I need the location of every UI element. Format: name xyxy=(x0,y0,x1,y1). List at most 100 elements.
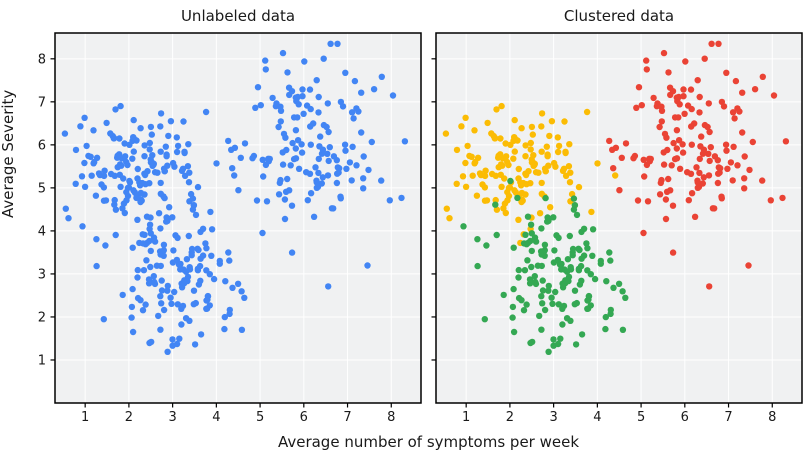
data-point-unlabeled xyxy=(325,128,332,136)
data-point-unlabeled xyxy=(174,142,182,150)
data-point-unlabeled xyxy=(221,325,228,333)
data-point-cluster-red xyxy=(688,141,695,148)
data-point-unlabeled xyxy=(140,267,148,274)
axes-background xyxy=(436,33,802,403)
data-point-cluster-green xyxy=(515,294,523,302)
data-point-unlabeled xyxy=(334,40,341,47)
data-point-unlabeled xyxy=(141,191,148,198)
data-point-unlabeled xyxy=(279,49,287,57)
data-point-unlabeled xyxy=(165,132,172,140)
data-point-cluster-green xyxy=(552,288,559,296)
data-point-cluster-green xyxy=(532,238,540,245)
data-point-cluster-yellow xyxy=(532,169,540,176)
data-point-unlabeled xyxy=(262,66,269,73)
data-point-unlabeled xyxy=(317,133,324,140)
data-point-unlabeled xyxy=(315,169,322,177)
data-point-unlabeled xyxy=(145,276,153,283)
data-point-unlabeled xyxy=(192,211,200,219)
data-point-cluster-green xyxy=(538,293,545,300)
data-point-unlabeled xyxy=(117,183,124,190)
data-point-cluster-green xyxy=(607,257,614,264)
data-point-unlabeled xyxy=(107,130,114,137)
data-point-unlabeled xyxy=(281,196,289,203)
data-point-cluster-green xyxy=(573,299,580,307)
data-point-cluster-green xyxy=(580,252,588,259)
y-tick-label: 6 xyxy=(38,138,46,153)
data-point-unlabeled xyxy=(163,153,170,160)
data-point-cluster-yellow xyxy=(566,179,574,186)
data-point-unlabeled xyxy=(147,263,154,271)
data-point-cluster-red xyxy=(609,146,616,153)
data-point-unlabeled xyxy=(307,141,314,148)
data-point-cluster-red xyxy=(697,143,704,150)
data-point-unlabeled xyxy=(158,287,166,294)
data-point-unlabeled xyxy=(231,172,238,179)
data-point-unlabeled xyxy=(324,150,331,157)
data-point-unlabeled xyxy=(327,40,334,47)
data-point-cluster-yellow xyxy=(479,181,486,188)
data-point-cluster-green xyxy=(559,321,566,328)
data-point-unlabeled xyxy=(208,252,215,259)
data-point-unlabeled xyxy=(358,89,365,96)
data-point-unlabeled xyxy=(203,245,210,252)
data-point-cluster-yellow xyxy=(588,208,595,216)
data-point-cluster-red xyxy=(676,165,684,172)
data-point-cluster-red xyxy=(715,40,722,47)
data-point-unlabeled xyxy=(307,123,314,130)
data-point-unlabeled xyxy=(353,105,360,112)
data-point-cluster-red xyxy=(658,118,665,125)
data-point-cluster-yellow xyxy=(518,198,525,206)
data-point-unlabeled xyxy=(184,277,191,285)
data-point-unlabeled xyxy=(336,165,343,172)
data-point-unlabeled xyxy=(320,55,327,62)
data-point-unlabeled xyxy=(146,146,153,153)
data-point-unlabeled xyxy=(330,205,337,212)
data-point-cluster-red xyxy=(715,170,722,177)
data-point-unlabeled xyxy=(93,236,100,243)
data-point-unlabeled xyxy=(157,179,164,187)
data-point-unlabeled xyxy=(85,152,92,160)
data-point-unlabeled xyxy=(202,240,209,247)
data-point-cluster-green xyxy=(591,275,599,283)
data-point-cluster-green xyxy=(585,292,593,300)
data-point-cluster-red xyxy=(708,40,715,47)
data-point-unlabeled xyxy=(197,331,205,338)
data-point-unlabeled xyxy=(194,183,202,191)
data-point-cluster-red xyxy=(643,57,650,64)
data-point-unlabeled xyxy=(288,249,296,256)
data-point-unlabeled xyxy=(112,206,120,213)
data-point-unlabeled xyxy=(158,300,165,307)
data-point-unlabeled xyxy=(167,118,175,125)
data-point-cluster-red xyxy=(714,179,722,187)
data-point-unlabeled xyxy=(295,101,302,108)
x-tick-label: 2 xyxy=(125,410,133,425)
data-point-cluster-red xyxy=(656,123,663,131)
data-point-cluster-red xyxy=(670,139,677,147)
data-point-cluster-red xyxy=(745,262,752,269)
data-point-cluster-yellow xyxy=(547,204,554,211)
data-point-unlabeled xyxy=(370,86,378,93)
data-point-unlabeled xyxy=(167,294,174,301)
data-point-cluster-red xyxy=(749,138,756,146)
data-point-unlabeled xyxy=(289,139,296,147)
data-point-cluster-yellow xyxy=(552,163,559,170)
data-point-unlabeled xyxy=(124,161,131,169)
data-point-unlabeled xyxy=(378,73,385,81)
data-point-cluster-yellow xyxy=(536,210,544,217)
data-point-cluster-green xyxy=(460,223,467,230)
data-point-unlabeled xyxy=(360,153,367,160)
data-point-cluster-green xyxy=(510,244,517,251)
y-tick-label: 2 xyxy=(38,310,46,325)
data-point-cluster-green xyxy=(555,301,562,308)
data-point-cluster-green xyxy=(527,221,535,228)
subplot-title-clustered: Clustered data xyxy=(563,7,675,25)
data-point-unlabeled xyxy=(275,191,283,198)
data-point-cluster-red xyxy=(679,149,687,156)
data-point-unlabeled xyxy=(160,306,168,314)
data-point-cluster-green xyxy=(538,326,545,333)
data-point-cluster-red xyxy=(688,123,695,130)
data-point-unlabeled xyxy=(238,326,246,333)
data-point-cluster-green xyxy=(576,246,583,254)
